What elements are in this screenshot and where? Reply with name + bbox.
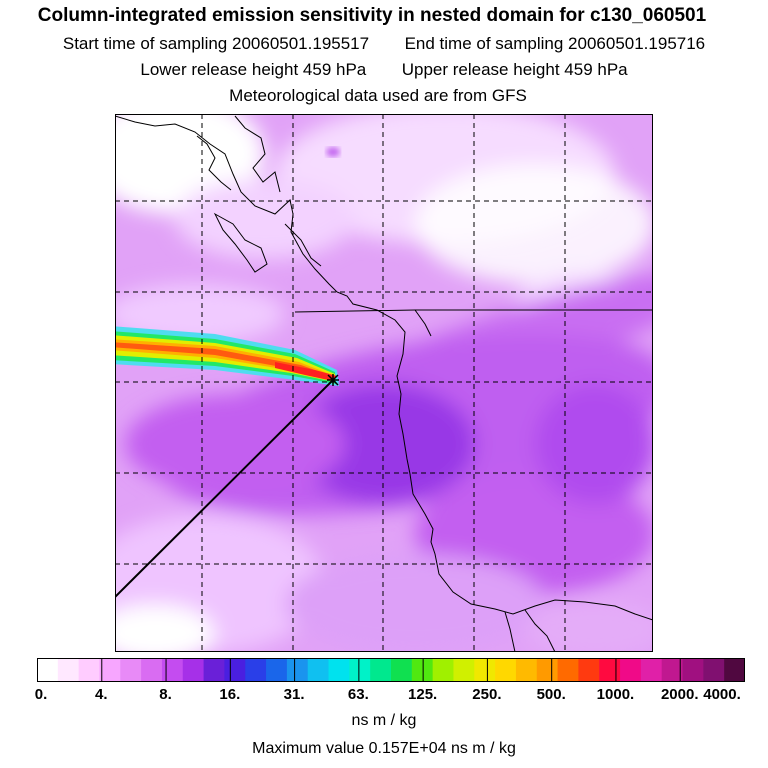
- color-scale-units: ns m / kg: [351, 712, 417, 729]
- color-scale-bar: [37, 658, 745, 682]
- color-scale-swatch: [141, 658, 163, 682]
- emission-plume: [115, 326, 339, 386]
- color-scale-swatch: [182, 658, 205, 682]
- lower-height-value: 459 hPa: [302, 60, 367, 79]
- color-scale-swatch: [203, 658, 225, 682]
- color-scale-swatch: [474, 658, 496, 682]
- sampling-times: Start time of sampling 20060501.195517 E…: [0, 34, 768, 54]
- color-scale-swatch: [640, 658, 663, 682]
- start-time-value: 20060501.195517: [232, 34, 370, 53]
- color-scale-swatch: [578, 658, 600, 682]
- met-source: Meteorological data used are from GFS: [229, 86, 527, 105]
- color-scale-swatch: [349, 658, 371, 682]
- small-maximum-spot: [326, 147, 340, 157]
- color-scale-swatch: [536, 658, 559, 682]
- color-scale-tick-label: 4.: [95, 686, 108, 703]
- color-scale-swatch: [682, 658, 704, 682]
- color-scale-swatch: [245, 658, 267, 682]
- upper-height-label: Upper release height: [401, 60, 560, 79]
- color-scale-swatch: [515, 658, 538, 682]
- color-scale-swatch: [286, 658, 309, 682]
- color-scale-swatch: [620, 658, 642, 682]
- color-scale-swatch: [57, 658, 80, 682]
- color-scale-tick-label: 2000.: [660, 686, 699, 703]
- end-time-value: 20060501.195716: [568, 34, 706, 53]
- upper-height-value: 459 hPa: [564, 60, 628, 79]
- maximum-value-number: 0.157E+04 ns m / kg: [368, 740, 516, 757]
- color-scale-swatch: [599, 658, 621, 682]
- color-scale-tick-label: 8.: [159, 686, 172, 703]
- maximum-value-label: Maximum value: [252, 740, 365, 757]
- plot-title: Column-integrated emission sensitivity i…: [37, 5, 707, 26]
- color-scale-swatch: [495, 658, 517, 682]
- sensitivity-patches: [115, 114, 653, 652]
- color-scale-tick-label: 31.: [283, 686, 305, 703]
- end-time-label: End time of sampling: [404, 34, 564, 53]
- sensitivity-map: [115, 114, 653, 652]
- color-scale-swatch: [161, 658, 184, 682]
- color-scale-tick-label: 63.: [347, 686, 369, 703]
- color-scale-tick-label: 125.: [408, 686, 438, 703]
- release-point-marker: [327, 374, 339, 386]
- color-scale-swatch: [78, 658, 100, 682]
- color-scale-swatch: [328, 658, 350, 682]
- coastlines: [115, 115, 653, 652]
- flight-track: [115, 379, 334, 598]
- color-scale-tick-label: 250.: [472, 686, 502, 703]
- maximum-value: Maximum value 0.157E+04 ns m / kg: [0, 740, 768, 758]
- color-scale-swatch: [99, 658, 121, 682]
- color-scale-swatch: [391, 658, 413, 682]
- color-scale-tick-label: 500.: [536, 686, 566, 703]
- color-scale-swatch: [37, 658, 59, 682]
- color-scale-swatch: [120, 658, 142, 682]
- start-time-label: Start time of sampling: [62, 34, 228, 53]
- color-scale-swatch: [453, 658, 475, 682]
- color-scale-swatch: [224, 658, 246, 682]
- color-scale-tick-label: 0.: [34, 686, 48, 703]
- color-scale-tick-label: 16.: [219, 686, 241, 703]
- color-scale-swatch: [557, 658, 579, 682]
- color-scale-tick-label: 1000.: [596, 686, 635, 703]
- color-scale-swatch: [432, 658, 454, 682]
- release-heights: Lower release height 459 hPa Upper relea…: [0, 60, 768, 80]
- color-scale-swatch: [703, 658, 725, 682]
- color-scale-tick-label: 4000.: [703, 686, 741, 703]
- lower-height-label: Lower release height: [140, 60, 299, 79]
- color-scale-swatch: [661, 658, 684, 682]
- color-scale-swatch: [724, 658, 745, 682]
- color-scale-swatch: [411, 658, 434, 682]
- color-scale-swatch: [266, 658, 288, 682]
- color-scale-swatch: [370, 658, 392, 682]
- color-scale-swatch: [307, 658, 330, 682]
